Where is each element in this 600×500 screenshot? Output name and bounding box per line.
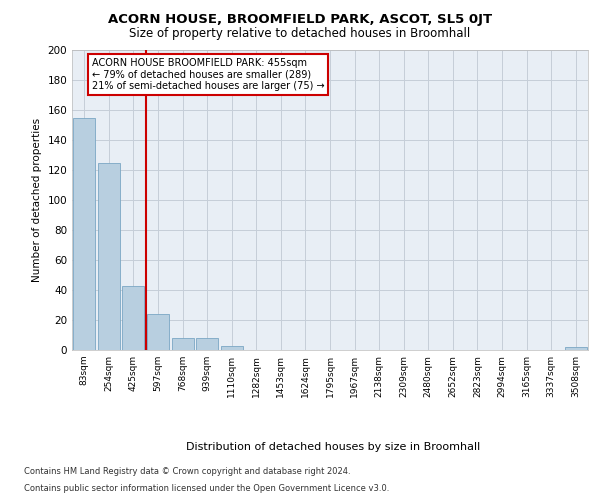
Text: ACORN HOUSE, BROOMFIELD PARK, ASCOT, SL5 0JT: ACORN HOUSE, BROOMFIELD PARK, ASCOT, SL5…	[108, 12, 492, 26]
Bar	[196, 338, 218, 350]
Text: Contains HM Land Registry data © Crown copyright and database right 2024.: Contains HM Land Registry data © Crown c…	[24, 468, 350, 476]
Bar	[221, 346, 243, 350]
Bar	[565, 347, 587, 350]
Bar	[122, 286, 145, 350]
Bar	[98, 162, 120, 350]
Text: Distribution of detached houses by size in Broomhall: Distribution of detached houses by size …	[186, 442, 480, 452]
Text: Contains public sector information licensed under the Open Government Licence v3: Contains public sector information licen…	[24, 484, 389, 493]
Text: ACORN HOUSE BROOMFIELD PARK: 455sqm
← 79% of detached houses are smaller (289)
2: ACORN HOUSE BROOMFIELD PARK: 455sqm ← 79…	[92, 58, 324, 90]
Bar	[147, 314, 169, 350]
Text: Size of property relative to detached houses in Broomhall: Size of property relative to detached ho…	[130, 28, 470, 40]
Y-axis label: Number of detached properties: Number of detached properties	[32, 118, 42, 282]
Bar	[73, 118, 95, 350]
Bar	[172, 338, 194, 350]
